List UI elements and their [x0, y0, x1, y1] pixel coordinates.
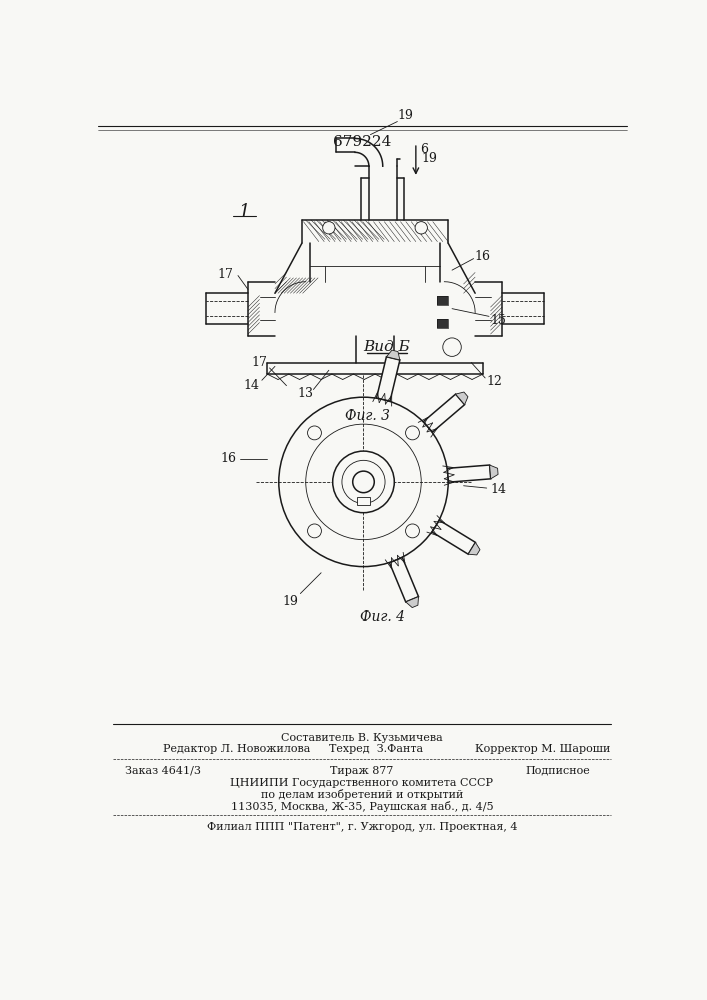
Text: Подписное: Подписное [525, 766, 590, 776]
Text: Заказ 4641/3: Заказ 4641/3 [125, 766, 201, 776]
Polygon shape [423, 394, 464, 432]
Text: Техред  З.Фанта: Техред З.Фанта [329, 744, 423, 754]
Text: 19: 19 [282, 595, 298, 608]
Text: Составитель В. Кузьмичева: Составитель В. Кузьмичева [281, 733, 443, 743]
Bar [357, 497, 370, 505]
Circle shape [308, 524, 322, 538]
Text: Фиг. 3: Фиг. 3 [345, 409, 390, 423]
Circle shape [305, 424, 421, 540]
Circle shape [353, 471, 374, 493]
Bar [437, 319, 448, 328]
Text: Вид Б: Вид Б [363, 340, 410, 354]
Polygon shape [468, 542, 480, 555]
Polygon shape [387, 350, 400, 360]
Text: 16: 16 [475, 250, 491, 263]
Text: по делам изобретений и открытий: по делам изобретений и открытий [261, 789, 463, 800]
Text: Тираж 877: Тираж 877 [330, 766, 394, 776]
Text: 17: 17 [252, 356, 267, 369]
Circle shape [333, 451, 395, 513]
Polygon shape [406, 597, 419, 608]
Text: ЦНИИПИ Государственного комитета СССР: ЦНИИПИ Государственного комитета СССР [230, 778, 493, 788]
Bar [437, 296, 448, 305]
Text: 14: 14 [244, 379, 260, 392]
Polygon shape [490, 465, 498, 479]
Polygon shape [390, 558, 419, 602]
Text: 16: 16 [221, 452, 237, 465]
Polygon shape [432, 520, 475, 554]
Circle shape [308, 426, 322, 440]
Circle shape [406, 426, 419, 440]
Text: 13: 13 [298, 387, 314, 400]
Polygon shape [377, 357, 400, 401]
Text: 19: 19 [397, 109, 413, 122]
Text: 1: 1 [238, 203, 250, 221]
Text: Корректор М. Шароши: Корректор М. Шароши [475, 744, 611, 754]
Text: 12: 12 [486, 375, 503, 388]
Circle shape [279, 397, 448, 567]
Text: 6: 6 [421, 143, 428, 156]
Text: 14: 14 [490, 483, 506, 496]
Text: Фиг. 4: Фиг. 4 [361, 610, 405, 624]
Circle shape [415, 222, 428, 234]
Bar [437, 319, 448, 328]
Circle shape [443, 338, 461, 356]
Text: Редактор Л. Новожилова: Редактор Л. Новожилова [163, 744, 310, 754]
Text: 17: 17 [217, 267, 233, 280]
Text: Филиал ППП "Патент", г. Ужгород, ул. Проектная, 4: Филиал ППП "Патент", г. Ужгород, ул. Про… [206, 822, 518, 832]
Circle shape [406, 524, 419, 538]
Circle shape [342, 460, 385, 503]
Text: 19: 19 [421, 152, 437, 165]
Text: 113035, Москва, Ж-35, Раушская наб., д. 4/5: 113035, Москва, Ж-35, Раушская наб., д. … [230, 801, 493, 812]
Bar [437, 296, 448, 305]
Polygon shape [455, 392, 468, 405]
Circle shape [322, 222, 335, 234]
Text: 679224: 679224 [333, 135, 391, 149]
Polygon shape [448, 465, 491, 482]
Text: 15: 15 [491, 314, 506, 327]
